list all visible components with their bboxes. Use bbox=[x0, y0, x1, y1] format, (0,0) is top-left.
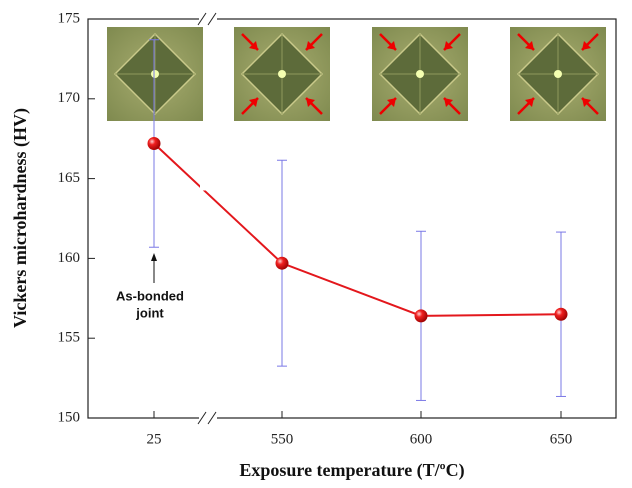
micrograph bbox=[234, 27, 330, 121]
x-axis-label: Exposure temperature (T/ºC) bbox=[239, 460, 464, 481]
data-point bbox=[415, 309, 428, 322]
micrographs bbox=[107, 27, 606, 121]
y-tick-label: 175 bbox=[58, 10, 81, 26]
x-tick-label: 600 bbox=[410, 431, 433, 447]
y-axis-label: Vickers microhardness (HV) bbox=[10, 108, 31, 328]
data-point bbox=[276, 257, 289, 270]
indent-center bbox=[416, 70, 424, 78]
data-point bbox=[555, 308, 568, 321]
line-gap bbox=[200, 168, 214, 190]
micrograph bbox=[510, 27, 606, 121]
indent-center bbox=[554, 70, 562, 78]
data-point bbox=[148, 137, 161, 150]
indent-center bbox=[278, 70, 286, 78]
annotation-arrow-head bbox=[151, 253, 157, 261]
indent-center bbox=[151, 70, 159, 78]
annotation: As-bonded bbox=[116, 288, 184, 303]
y-tick-label: 155 bbox=[58, 330, 81, 346]
chart: Vickers microhardness (HV) Exposure temp… bbox=[0, 0, 632, 488]
annotation: joint bbox=[135, 305, 164, 320]
x-tick-label: 550 bbox=[271, 431, 294, 447]
y-tick-label: 150 bbox=[58, 409, 81, 425]
micrograph bbox=[372, 27, 468, 121]
x-tick-label: 25 bbox=[147, 431, 162, 447]
micrograph bbox=[107, 27, 203, 121]
y-tick-label: 160 bbox=[58, 250, 81, 266]
series-line bbox=[154, 143, 561, 315]
x-tick-label: 650 bbox=[550, 431, 573, 447]
y-tick-label: 165 bbox=[58, 170, 81, 186]
y-tick-label: 170 bbox=[58, 90, 81, 106]
